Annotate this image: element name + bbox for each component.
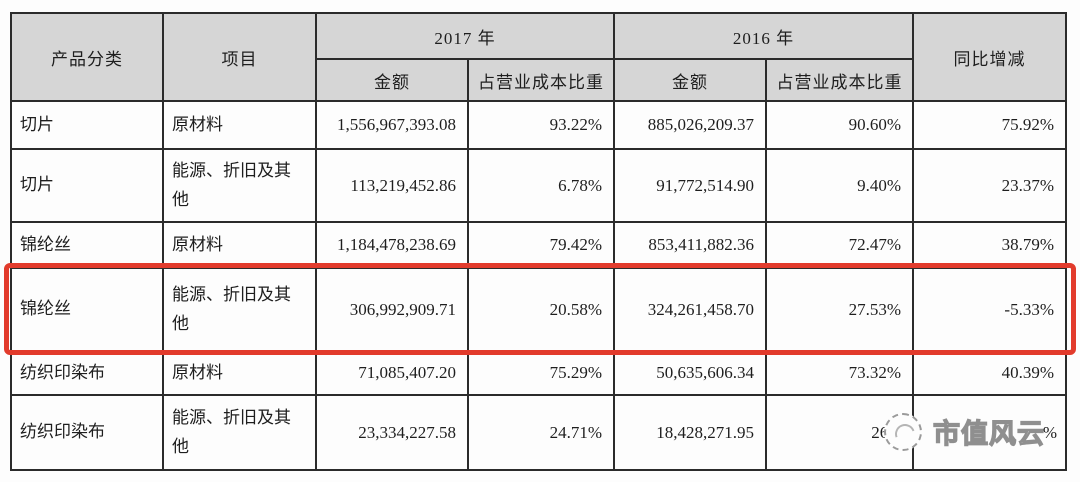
header-cost-ratio-2016: 占营业成本比重 [765,58,914,102]
ratio-2017-cell: 6.78% [467,148,615,223]
table-row: 切片 原材料 1,556,967,393.08 93.22% 885,026,2… [10,100,1067,150]
ratio-2017-cell: 75.29% [467,350,615,396]
amount-2016-cell: 18,428,271.95 [613,394,767,471]
ratio-2017-cell: 79.42% [467,221,615,269]
yoy-cell: 38.79% [912,221,1067,269]
header-row-subcolumns: 金额 占营业成本比重 金额 占营业成本比重 [11,58,1066,102]
header-yoy-change: 同比增减 [912,12,1067,102]
product-cell: 纺织印染布 [10,350,164,396]
ratio-2016-cell: 27.53% [765,267,914,352]
header-year-2017: 2017 年 [315,12,615,60]
product-cell: 锦纶丝 [10,221,164,269]
ratio-2016-cell: 72.47% [765,221,914,269]
yoy-cell: 40.39% [912,350,1067,396]
header-product-category: 产品分类 [10,12,164,102]
amount-2016-cell: 885,026,209.37 [613,100,767,150]
ratio-2016-cell: 90.60% [765,100,914,150]
yoy-cell: 23.37% [912,148,1067,223]
product-cell: 切片 [10,148,164,223]
header-year-2016: 2016 年 [613,12,914,60]
header-item: 项目 [162,12,317,102]
amount-2017-cell: 23,334,227.58 [315,394,469,471]
amount-2016-cell: 91,772,514.90 [613,148,767,223]
ratio-2017-cell: 24.71% [467,394,615,471]
amount-2017-cell: 1,556,967,393.08 [315,100,469,150]
yoy-cell-obscured: % [912,394,1067,471]
amount-2017-cell: 113,219,452.86 [315,148,469,223]
ratio-2017-cell: 93.22% [467,100,615,150]
header-amount-2016: 金额 [613,58,767,102]
header-cost-ratio-2017: 占营业成本比重 [467,58,615,102]
ratio-2016-cell: 9.40% [765,148,914,223]
item-cell: 能源、折旧及其他 [162,148,317,223]
ratio-2017-cell: 20.58% [467,267,615,352]
item-cell: 原材料 [162,221,317,269]
item-cell: 原材料 [162,100,317,150]
product-cell: 纺织印染布 [10,394,164,471]
item-cell: 原材料 [162,350,317,396]
table-row-highlighted: 锦纶丝 能源、折旧及其他 306,992,909.71 20.58% 324,2… [10,267,1067,352]
table-row: 纺织印染布 原材料 71,085,407.20 75.29% 50,635,60… [10,350,1067,396]
amount-2017-cell: 1,184,478,238.69 [315,221,469,269]
header-amount-2017: 金额 [315,58,469,102]
amount-2016-cell: 853,411,882.36 [613,221,767,269]
header-row-groups: 产品分类 项目 2017 年 2016 年 同比增减 [10,12,1067,102]
amount-2017-cell: 306,992,909.71 [315,267,469,352]
ratio-2016-cell-obscured: 26.6 [765,394,914,471]
table-row: 纺织印染布 能源、折旧及其他 23,334,227.58 24.71% 18,4… [10,394,1067,471]
product-cell: 切片 [10,100,164,150]
yoy-cell: -5.33% [912,267,1067,352]
amount-2016-cell: 50,635,606.34 [613,350,767,396]
amount-2016-cell: 324,261,458.70 [613,267,767,352]
product-cell: 锦纶丝 [10,267,164,352]
yoy-cell: 75.92% [912,100,1067,150]
ratio-2016-cell: 73.32% [765,350,914,396]
amount-2017-cell: 71,085,407.20 [315,350,469,396]
table-row: 切片 能源、折旧及其他 113,219,452.86 6.78% 91,772,… [10,148,1067,223]
operating-cost-table: 产品分类 项目 2017 年 2016 年 同比增减 金额 占营业成本比重 金额… [10,12,1067,471]
item-cell: 能源、折旧及其他 [162,267,317,352]
item-cell: 能源、折旧及其他 [162,394,317,471]
table-row: 锦纶丝 原材料 1,184,478,238.69 79.42% 853,411,… [10,221,1067,269]
